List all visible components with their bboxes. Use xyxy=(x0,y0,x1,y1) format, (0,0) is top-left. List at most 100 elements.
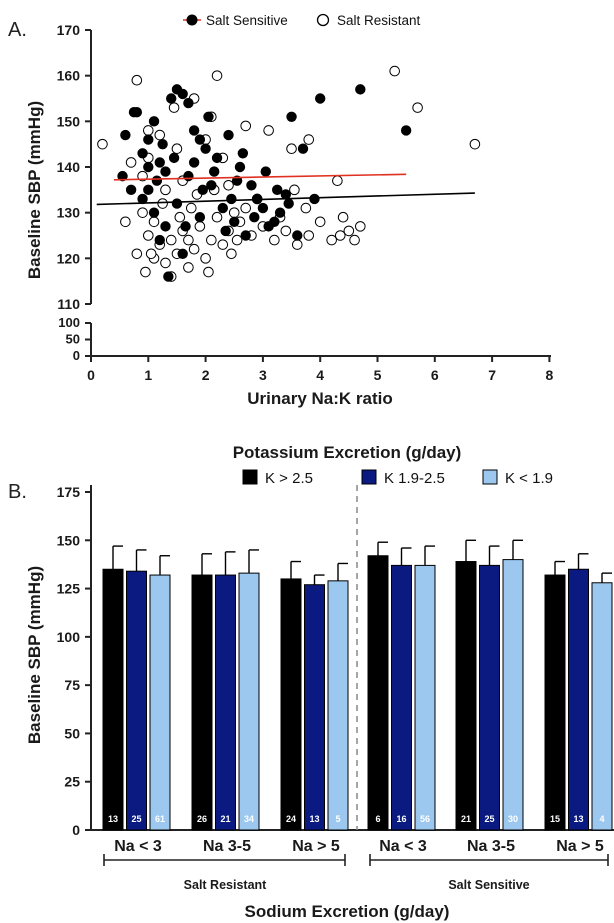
legend-swatch-k-mid xyxy=(361,469,377,485)
salt-sensitive-point xyxy=(117,170,128,182)
salt-sensitive-point xyxy=(315,93,326,104)
x-tick-label: 3 xyxy=(259,367,267,383)
salt-resistant-point xyxy=(160,257,171,269)
y-tick-label: 175 xyxy=(57,484,81,500)
salt-sensitive-point xyxy=(151,175,163,186)
bar-k-2-5 xyxy=(191,574,213,831)
salt-sensitive-point xyxy=(355,84,366,95)
legend-k-mid: K 1.9-2.5 xyxy=(384,470,445,487)
salt-sensitive-point xyxy=(297,143,309,154)
salt-sensitive-point xyxy=(168,152,180,164)
salt-resistant-point xyxy=(349,234,360,246)
bar-k-1-9-2-5 xyxy=(215,574,236,831)
salt-resistant-point xyxy=(240,120,252,132)
bar-count-label: 5 xyxy=(335,814,340,824)
salt-sensitive-point xyxy=(183,170,194,182)
y-tick-label: 140 xyxy=(57,159,81,175)
salt-sensitive-point xyxy=(148,116,160,127)
salt-sensitive-point xyxy=(260,166,271,177)
salt-sensitive-point xyxy=(208,166,220,177)
legend-k-high: K > 2.5 xyxy=(265,470,313,487)
salt-sensitive-point xyxy=(148,207,160,218)
panel-b-letter: B. xyxy=(8,481,27,503)
bar-k-2-5 xyxy=(280,578,302,831)
scatter-points xyxy=(97,65,481,282)
salt-resistant-point xyxy=(303,134,315,145)
y-tick-label: 150 xyxy=(57,532,81,548)
salt-sensitive-point xyxy=(125,184,137,196)
bar-count-label: 6 xyxy=(375,814,380,824)
salt-sensitive-point xyxy=(180,221,191,232)
bar-k-1-9 xyxy=(414,564,436,831)
salt-sensitive-point xyxy=(137,148,148,159)
salt-sensitive-point xyxy=(217,202,228,214)
y-tick-label: 110 xyxy=(57,296,80,312)
x-tick-label: 4 xyxy=(316,367,324,383)
legend-k-low: K < 1.9 xyxy=(505,470,553,487)
salt-resistant-point xyxy=(303,230,315,241)
group-label: Na > 5 xyxy=(292,838,340,855)
bar-count-label: 21 xyxy=(220,814,230,824)
salt-sensitive-point xyxy=(203,111,214,122)
y-tick-label: 50 xyxy=(64,725,80,741)
x-tick-label: 6 xyxy=(431,367,439,383)
salt-resistant-point xyxy=(143,230,154,241)
bracket-salt-resistant: Salt Resistant xyxy=(103,854,346,892)
salt-resistant-point xyxy=(143,125,154,136)
salt-resistant-point xyxy=(223,179,234,191)
x-tick-label: 2 xyxy=(202,367,210,383)
legend-open-circle-icon xyxy=(316,13,330,27)
group-labels: Na < 3 Na 3-5 Na > 5 Na < 3 Na 3-5 Na > 5 xyxy=(114,838,604,855)
y-tick-label: 25 xyxy=(64,774,80,790)
salt-sensitive-point xyxy=(143,161,154,173)
bar-k-1-9-2-5 xyxy=(126,570,147,831)
salt-sensitive-point xyxy=(226,193,237,205)
salt-resistant-point xyxy=(174,211,186,223)
salt-sensitive-point xyxy=(143,134,154,145)
salt-resistant-point xyxy=(157,198,168,209)
bar-count-label: 21 xyxy=(461,814,471,824)
salt-resistant-point xyxy=(226,248,237,260)
salt-sensitive-point xyxy=(206,180,217,191)
salt-resistant-point xyxy=(291,239,303,250)
salt-resistant-point xyxy=(160,184,171,196)
panel-b-legend: K > 2.5 K 1.9-2.5 K < 1.9 xyxy=(242,469,553,487)
bar-k-1-9 xyxy=(238,572,260,831)
salt-sensitive-point xyxy=(188,125,200,136)
salt-resistant-point xyxy=(145,248,157,260)
bar-count-label: 15 xyxy=(550,814,560,824)
salt-sensitive-point xyxy=(240,230,251,241)
x-tick-label: 5 xyxy=(374,367,382,383)
bar-k-2-5 xyxy=(544,574,566,831)
salt-sensitive-point xyxy=(246,180,257,191)
bracket-label-salt-resistant: Salt Resistant xyxy=(184,878,268,892)
x-tick-label: 7 xyxy=(488,367,496,383)
salt-resistant-point xyxy=(337,211,349,223)
salt-resistant-point xyxy=(343,225,355,237)
group-label: Na 3-5 xyxy=(203,838,251,855)
bar-count-label: 16 xyxy=(396,814,406,824)
salt-resistant-point xyxy=(314,216,326,228)
salt-sensitive-point xyxy=(220,225,231,237)
salt-resistant-point xyxy=(211,211,223,223)
salt-resistant-point xyxy=(326,234,337,246)
salt-sensitive-point xyxy=(143,184,154,196)
bar-k-1-9-2-5 xyxy=(568,568,589,831)
y-tick-label: 0 xyxy=(73,348,80,363)
salt-resistant-point xyxy=(131,248,143,260)
salt-resistant-point xyxy=(137,207,148,218)
bar-count-label: 4 xyxy=(599,814,604,824)
salt-sensitive-point xyxy=(183,97,194,109)
legend-salt-resistant: Salt Resistant xyxy=(337,13,421,28)
salt-sensitive-point xyxy=(194,134,206,145)
salt-sensitive-point xyxy=(272,184,283,196)
y-tick-label: 120 xyxy=(57,250,81,266)
salt-resistant-regression-line xyxy=(96,192,475,206)
salt-resistant-point xyxy=(168,102,180,113)
salt-resistant-point xyxy=(131,74,143,86)
salt-sensitive-point xyxy=(177,248,188,259)
salt-sensitive-point xyxy=(286,111,297,122)
salt-sensitive-point xyxy=(166,93,177,104)
panel-a-x-axis-title: Urinary Na:K ratio xyxy=(247,389,392,408)
salt-resistant-point xyxy=(185,202,197,214)
